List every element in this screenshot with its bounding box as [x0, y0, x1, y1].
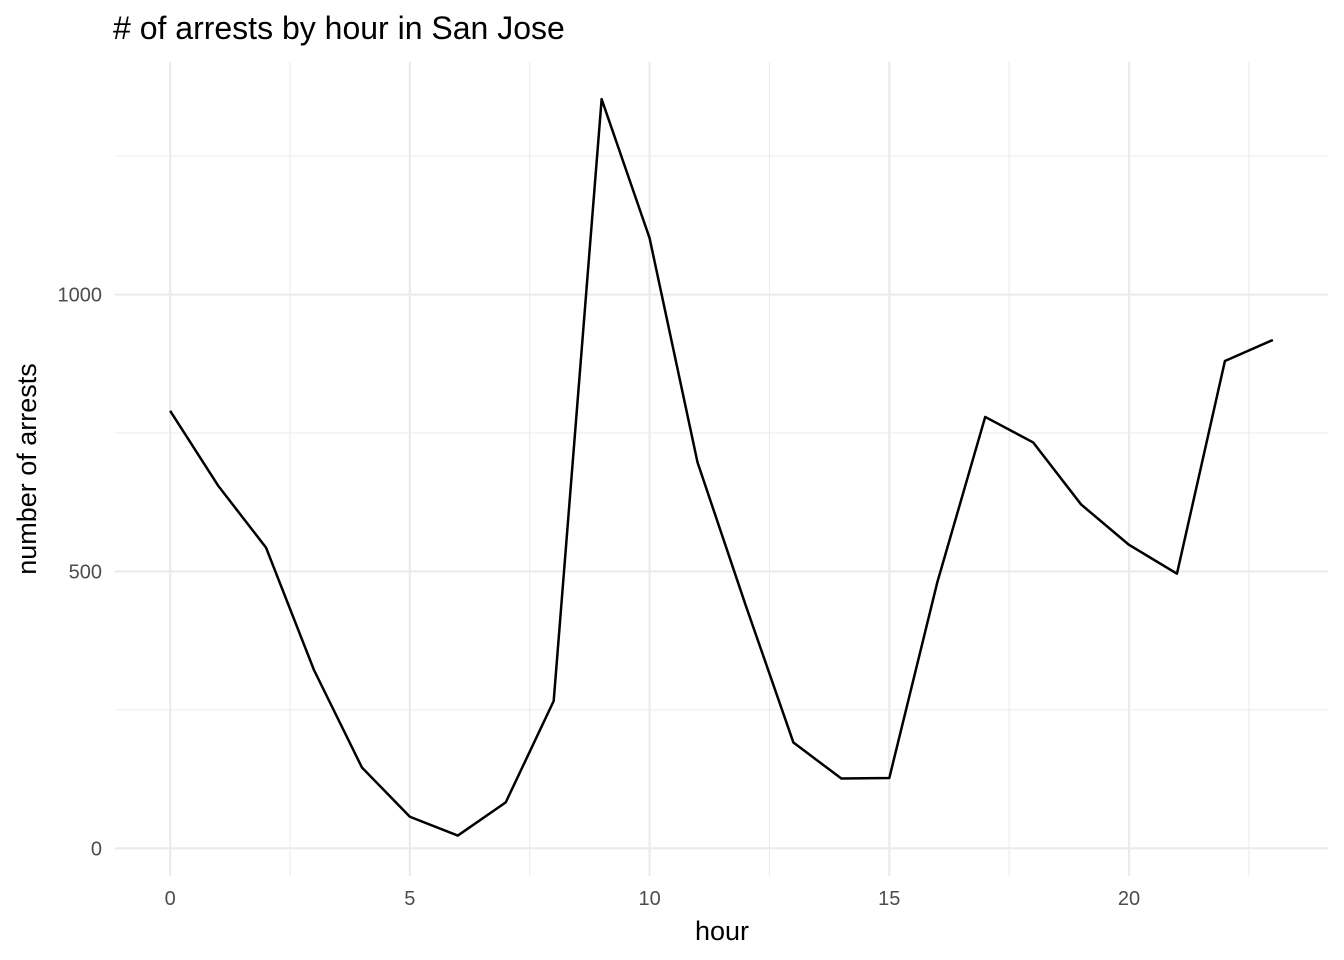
major-gridlines — [115, 62, 1328, 876]
series-layer — [169, 97, 1274, 837]
minor-gridlines — [115, 62, 1328, 876]
x-tick-label: 20 — [1118, 888, 1140, 910]
y-tick-label: 0 — [91, 838, 102, 860]
x-tick-label: 10 — [638, 888, 660, 910]
x-axis-title: hour — [695, 916, 749, 946]
x-axis-tick-labels: 0 5 10 15 20 — [165, 888, 1141, 910]
y-axis-title: number of arrests — [12, 363, 42, 575]
x-tick-label: 15 — [878, 888, 900, 910]
x-tick-label: 5 — [404, 888, 415, 910]
chart-title: # of arrests by hour in San Jose — [113, 10, 565, 46]
series-line — [169, 97, 1274, 837]
y-tick-label: 500 — [69, 561, 102, 583]
y-tick-label: 1000 — [58, 285, 103, 307]
x-tick-label: 0 — [165, 888, 176, 910]
y-axis-tick-labels: 0 500 1000 — [58, 285, 103, 861]
